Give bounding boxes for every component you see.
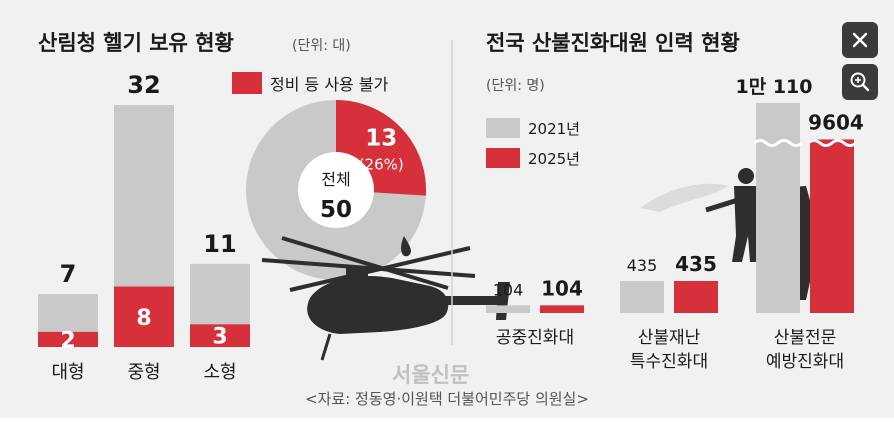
right-chart-unit: (단위: 명) bbox=[486, 78, 545, 94]
personnel-2021-value-label: 435 bbox=[627, 256, 658, 275]
right-chart-title: 전국 산불진화대원 인력 현황 bbox=[486, 31, 740, 55]
zoom-button[interactable] bbox=[842, 64, 878, 100]
helicopter-category-label: 소형 bbox=[203, 362, 236, 383]
donut-slice-percent-label: (26%) bbox=[359, 156, 404, 174]
firefighter-silhouette-hose bbox=[705, 197, 739, 213]
zoom-in-icon bbox=[850, 72, 870, 92]
personnel-category-label: 공중진화대 bbox=[496, 328, 574, 348]
watermark: 서울신문 bbox=[392, 363, 469, 387]
left-legend-label: 정비 등 사용 불가 bbox=[270, 75, 389, 94]
helicopter-unavailable-bar bbox=[38, 331, 98, 347]
personnel-category-label: 산불전문 bbox=[774, 328, 837, 348]
left-chart-title: 산림청 헬기 보유 현황 bbox=[38, 31, 234, 55]
helicopter-silhouette-body bbox=[307, 276, 449, 334]
helicopter-total-label: 11 bbox=[203, 230, 236, 258]
personnel-2025-bar bbox=[674, 281, 718, 313]
personnel-2025-value-label: 9604 bbox=[808, 110, 864, 134]
helicopter-silhouette-tail bbox=[440, 296, 502, 305]
firefighter-silhouette-head bbox=[738, 168, 754, 184]
personnel-2021-value-label: 1만 110 bbox=[736, 76, 813, 98]
helicopter-silhouette-rotor bbox=[281, 236, 449, 290]
donut-center-label: 전체 bbox=[321, 170, 350, 189]
personnel-2021-bar bbox=[756, 103, 800, 313]
helicopter-unavailable-bar bbox=[190, 324, 250, 347]
donut-slice-value-label: 13 bbox=[365, 126, 397, 152]
helicopter-silhouette-rotor bbox=[261, 258, 476, 278]
helicopter-unavailable-label: 3 bbox=[212, 325, 227, 350]
source-note: <자료: 정동영·이원택 더불어민주당 의원실> bbox=[305, 390, 589, 408]
donut-hole bbox=[298, 152, 374, 228]
personnel-2021-value-label: 104 bbox=[493, 280, 524, 299]
smoke-shape bbox=[640, 183, 728, 212]
helicopter-silhouette-cable bbox=[320, 333, 332, 361]
close-icon bbox=[852, 32, 868, 48]
helicopter-silhouette-rotor bbox=[289, 246, 471, 292]
helicopter-unavailable-label: 2 bbox=[60, 328, 75, 353]
personnel-2021-bar bbox=[486, 305, 530, 313]
helicopter-category-label: 중형 bbox=[127, 362, 160, 383]
helicopter-total-label: 32 bbox=[127, 71, 160, 99]
water-drop-shape bbox=[401, 236, 411, 257]
bottom-strip bbox=[0, 418, 894, 436]
personnel-2025-bar bbox=[810, 139, 854, 313]
legend-2021-swatch bbox=[486, 118, 520, 138]
legend-2021-label: 2021년 bbox=[528, 120, 580, 138]
personnel-2021-bar bbox=[620, 281, 664, 313]
legend-2025-label: 2025년 bbox=[528, 150, 580, 168]
personnel-category-label: 산불재난 bbox=[638, 328, 701, 348]
close-button[interactable] bbox=[842, 22, 878, 58]
helicopter-category-label: 대형 bbox=[51, 362, 84, 383]
personnel-2025-bar bbox=[540, 305, 584, 313]
legend-2025-swatch bbox=[486, 148, 520, 168]
helicopter-unavailable-label: 8 bbox=[136, 306, 151, 331]
donut-center-value: 50 bbox=[320, 197, 352, 223]
left-chart-unit: (단위: 대) bbox=[292, 38, 351, 54]
helicopter-unavailable-bar bbox=[114, 286, 174, 347]
personnel-2025-value-label: 435 bbox=[675, 252, 717, 276]
helicopter-total-label: 7 bbox=[60, 260, 77, 288]
axis-break-mark bbox=[753, 139, 803, 147]
personnel-category-label: 예방진화대 bbox=[766, 352, 844, 372]
personnel-category-label: 특수진화대 bbox=[630, 352, 708, 372]
axis-break-mark bbox=[807, 139, 857, 147]
left-legend-swatch bbox=[232, 72, 262, 94]
personnel-2025-value-label: 104 bbox=[541, 276, 583, 300]
